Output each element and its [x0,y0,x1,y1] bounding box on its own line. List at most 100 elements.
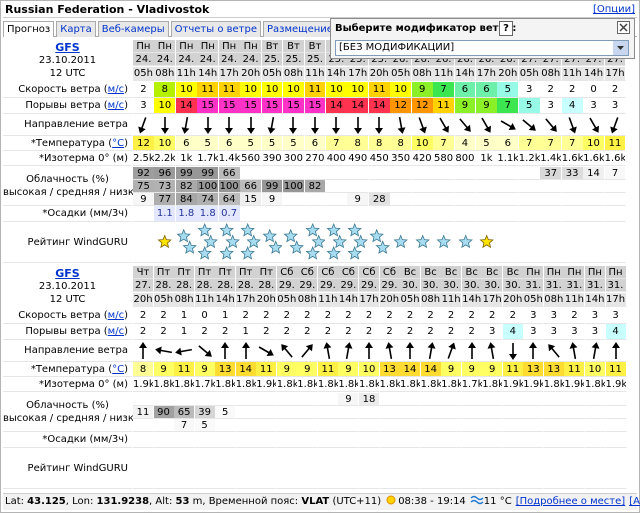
footer-text: , Alt: [149,496,176,507]
rating-cell [540,222,563,263]
temp-cell: 12 [133,136,155,151]
tab[interactable]: Карта [56,21,96,37]
gusts-cell: 15 [218,98,241,114]
arrow-shape [427,342,436,360]
isotherm-cell: 270 [304,151,327,166]
cloud-cell [276,393,298,406]
rating-cell [584,448,606,489]
tab[interactable]: Размещение [262,21,337,37]
row-label: Направление ветра [3,114,132,136]
model-link[interactable]: GFS [55,41,80,54]
isotherm-cell: 2.2k [154,151,177,166]
footer-link[interactable]: [Архив] [629,496,640,507]
date-cell: 30. [400,279,421,292]
temp-cell: 9 [297,362,319,377]
temp-cell: 8 [347,136,370,151]
footer-link[interactable]: [Подробнее о месте] [515,496,626,507]
row-label: Облачность (%) высокая / средняя / низкая [3,166,146,206]
wind-arrow [221,342,230,359]
cloud-cell [153,393,175,406]
cloud-cell [215,393,237,406]
precip-cell [174,432,196,448]
speed-cell: 5 [497,82,520,98]
precip-cell [420,432,442,448]
model-link[interactable]: GFS [55,267,80,280]
cloud-cell: 74 [197,193,220,206]
hour-cell: 20h [133,293,154,307]
direction-cell [482,340,504,362]
cloud-cell: 28 [368,193,391,206]
label-text: *Изотерма 0° (м) [39,379,128,390]
date-cell: 24. [240,53,263,66]
rating-cell [154,222,177,263]
gusts-cell: 1 [235,324,257,340]
cloud-cell: 82 [175,180,198,193]
cloud-cell [523,419,545,432]
arrow-shape [175,347,193,356]
arrow-head [203,128,212,134]
tab[interactable]: Отчеты о ветре [170,21,261,37]
gusts-cell: 11 [433,98,455,114]
row-label: Скорость ветра (м/с) [3,308,132,324]
direction-cell [411,114,434,136]
arrow-shape [258,346,275,356]
unit-link[interactable]: м/с [107,326,125,337]
cloud-cell [441,393,463,406]
tab[interactable]: Веб-камеры [97,21,169,37]
speed-cell: 11 [218,82,241,98]
arrow-shape [544,118,557,132]
options-link[interactable]: [Опции] [592,4,635,15]
modifier-select[interactable]: [БЕЗ МОДИФИКАЦИИ] [335,40,629,56]
arrow-head [548,344,555,352]
temp-cell: 9 [153,362,175,377]
precip-cell [240,206,263,222]
temp-cell: 13 [523,362,545,377]
unit-link[interactable]: м/с [107,310,125,321]
unit-link[interactable]: °С [112,138,125,149]
hour-cell: 17h [482,293,504,307]
direction-cell [218,114,241,136]
precip-cell [476,206,498,222]
unit-link[interactable]: м/с [107,100,125,111]
hour-cell: 05h [390,67,413,81]
date-cell: 24. [175,53,198,66]
unit-link[interactable]: м/с [107,84,125,95]
cloud-cell [235,419,257,432]
rating-stars [240,222,262,260]
direction-cell [523,340,545,362]
hour-cell: 08h [297,293,319,307]
cloud-cell [583,180,605,193]
arrow-shape [438,117,449,133]
close-button[interactable] [617,21,630,34]
star [176,228,191,243]
isotherm-cell: 1.8k [153,377,175,392]
help-button[interactable]: ? [499,21,513,36]
speed-cell: 2 [133,308,154,324]
day-cell: Вс [482,266,504,279]
speed-cell: 10 [283,82,305,98]
cloud-cell [605,406,627,419]
date-cell: 30. [441,279,463,292]
arrow-head [427,342,436,349]
direction-cell [325,114,348,136]
hour-cell: 14h [215,293,237,307]
isotherm-cell: 1.8k [441,377,463,392]
direction-cell [584,340,606,362]
model-run: 12 UTC [49,294,86,305]
speed-cell: 3 [518,82,541,98]
hour-cell: 17h [359,293,380,307]
cloud-cell [564,406,586,419]
cloud-cell [482,406,504,419]
precip-cell [256,432,278,448]
tab[interactable]: Прогноз [3,21,55,37]
isotherm-cell: 1.9k [523,377,545,392]
wind-arrow [459,118,471,132]
cloud-cell [411,193,434,206]
arrow-head [484,125,492,133]
arrow-shape [241,342,250,359]
arrow-shape [459,118,471,132]
arrow-shape [611,342,620,359]
speed-cell: 10 [390,82,413,98]
unit-link[interactable]: °С [112,364,125,375]
cloud-cell: 99 [197,167,220,180]
